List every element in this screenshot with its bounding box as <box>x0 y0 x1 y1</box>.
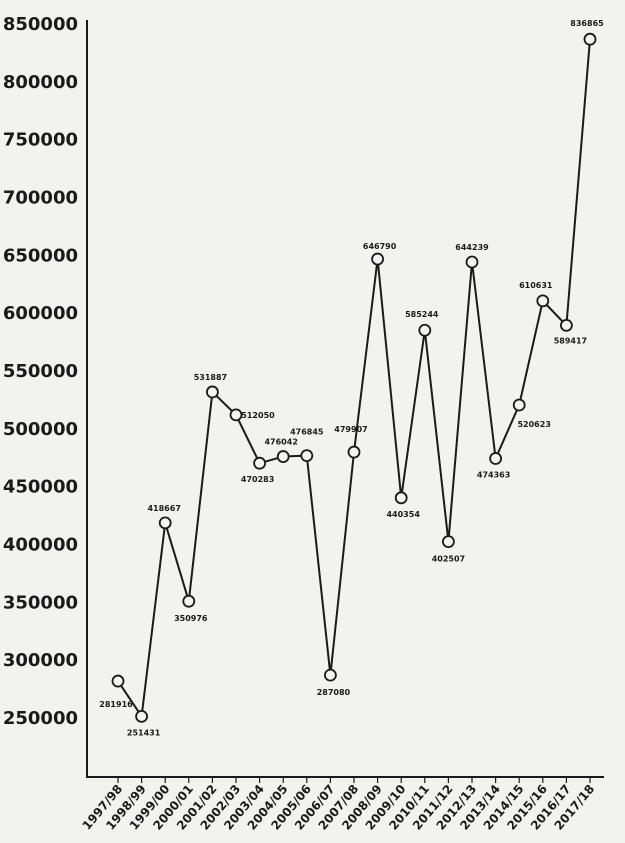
data-point-marker <box>229 408 243 422</box>
data-point-marker <box>560 319 573 332</box>
data-label: 470283 <box>241 475 274 484</box>
data-label: 512050 <box>241 411 275 420</box>
data-label: 281916 <box>99 700 133 709</box>
data-point-marker <box>489 452 503 465</box>
data-label: 646790 <box>363 242 397 251</box>
y-tick-label: 550000 <box>3 361 78 382</box>
data-label: 287080 <box>317 688 351 697</box>
data-label: 585244 <box>405 310 439 319</box>
y-tick-label: 850000 <box>3 14 78 35</box>
y-tick-label: 750000 <box>3 130 78 151</box>
data-label: 836865 <box>570 19 604 28</box>
data-point-marker <box>253 456 267 470</box>
data-labels: 281916 251431 418667 350976 531887 512050 4702… <box>99 19 604 737</box>
data-point-marker <box>583 32 597 46</box>
y-tick-label: 300000 <box>3 650 78 671</box>
y-tick-label: 800000 <box>3 72 78 93</box>
data-point-marker <box>418 323 432 337</box>
y-tick-label: 450000 <box>3 477 78 498</box>
data-point-marker <box>371 252 385 266</box>
data-label: 520623 <box>517 420 550 429</box>
data-label: 350976 <box>174 614 208 623</box>
data-label: 476845 <box>290 428 324 437</box>
data-point-marker <box>182 594 196 608</box>
data-label: 589417 <box>554 336 587 345</box>
chart-axes <box>86 20 604 778</box>
data-label: 644239 <box>455 243 489 252</box>
y-tick-label: 350000 <box>3 592 78 613</box>
data-point-marker <box>323 668 337 682</box>
y-tick-labels: 850000 800000 750000 700000 650000 600000 5500… <box>3 14 78 729</box>
data-point-marker <box>441 535 455 549</box>
y-tick-label: 500000 <box>3 419 78 440</box>
data-label: 402507 <box>432 555 465 564</box>
data-label: 418667 <box>147 504 180 513</box>
y-tick-label: 600000 <box>3 303 78 324</box>
data-point-marker <box>158 516 172 530</box>
data-label: 251431 <box>127 728 161 737</box>
y-tick-label: 400000 <box>3 535 78 556</box>
data-point-marker <box>394 491 408 505</box>
data-point-marker <box>512 398 526 412</box>
data-point-marker <box>347 445 361 459</box>
data-point-marker <box>111 674 125 688</box>
data-label: 474363 <box>477 470 510 479</box>
data-point-marker <box>465 255 479 269</box>
data-point-marker <box>536 294 550 308</box>
data-series <box>111 32 597 723</box>
y-tick-label: 250000 <box>3 708 78 729</box>
data-label: 610631 <box>519 281 553 290</box>
data-point-marker <box>135 709 149 723</box>
data-point-marker <box>300 449 314 463</box>
data-label: 531887 <box>194 373 227 382</box>
y-tick-label: 650000 <box>3 245 78 266</box>
data-point-marker <box>276 450 290 463</box>
data-label: 476042 <box>264 438 297 447</box>
data-label: 479907 <box>334 425 367 434</box>
data-point-marker <box>205 385 219 399</box>
x-tick-labels: 1997/981998/991999/002000/012001/022002/… <box>80 777 597 833</box>
y-tick-label: 700000 <box>3 188 78 209</box>
data-label: 440354 <box>386 510 420 519</box>
